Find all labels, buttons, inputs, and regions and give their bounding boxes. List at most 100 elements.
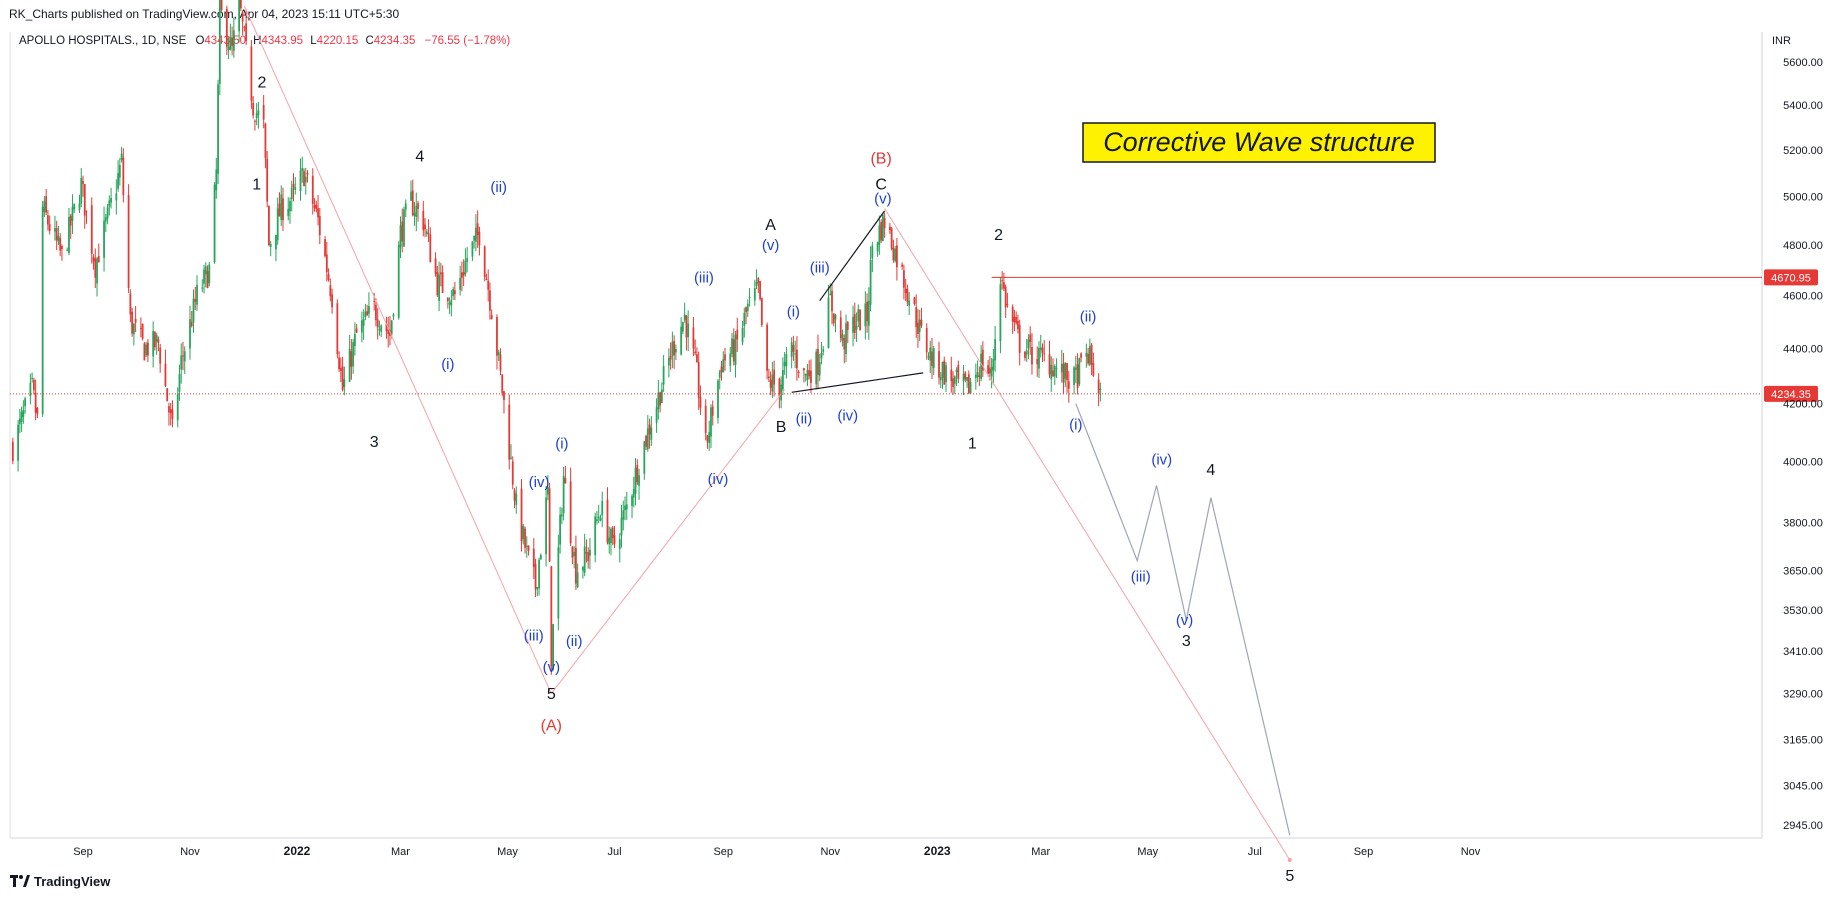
candle-body	[154, 331, 156, 348]
candle-body	[760, 297, 763, 326]
candle-body	[245, 23, 248, 42]
candle-body	[176, 394, 179, 421]
candle-body	[632, 489, 635, 498]
candle-body	[353, 333, 356, 346]
tradingview-footer[interactable]: TradingView	[10, 874, 110, 890]
candle-body	[876, 242, 879, 252]
candle-body	[818, 362, 821, 376]
candle-body	[834, 315, 837, 320]
candle-body	[511, 461, 514, 485]
candle-body	[631, 495, 633, 506]
candle-body	[525, 545, 528, 547]
y-tick-label: 3800.00	[1783, 517, 1823, 529]
candle-body	[896, 245, 898, 268]
candle-body	[399, 225, 402, 248]
candle-body	[343, 379, 346, 387]
candle-body	[1053, 365, 1056, 377]
candle-body	[729, 353, 732, 366]
candle-body	[69, 215, 72, 226]
candlestick-series	[11, 0, 1102, 675]
candle-body	[980, 353, 982, 379]
candle-body	[571, 546, 574, 558]
candle-body	[696, 354, 698, 363]
candle-body	[773, 369, 776, 385]
price-axis[interactable]: 5600.00 5400.00 5200.00 5000.00 4800.00 4600.…	[1783, 57, 1823, 832]
candle-body	[303, 171, 305, 187]
tradingview-logo-icon	[10, 875, 30, 890]
projection-path	[1075, 403, 1291, 836]
candle-body	[708, 432, 711, 444]
time-axis[interactable]: Sep Nov 2022 Mar May Jul Sep Nov 2023 Mar May Jul Se…	[73, 844, 1481, 858]
annotation-box-bg	[1082, 122, 1436, 163]
candle-body	[536, 587, 539, 589]
candle-body	[941, 361, 944, 378]
annotation-text: Corrective Wave structure	[1103, 127, 1415, 157]
wave-label: (iv)	[837, 408, 858, 425]
wave-label: 3	[370, 434, 379, 451]
symbol-legend: APOLLO HOSPITALS., 1D, NSE O4343.50 H434…	[19, 35, 510, 47]
candle-body	[925, 328, 928, 353]
candle-body	[552, 624, 554, 671]
candle-body	[832, 313, 835, 324]
candle-body	[822, 349, 825, 352]
candle-body	[988, 368, 991, 374]
publisher-line: RK_Charts published on TradingView.com, …	[9, 7, 400, 21]
wave-label: (iv)	[708, 471, 729, 488]
candle-body	[464, 260, 467, 275]
x-tick-label: 2023	[924, 844, 951, 858]
candle-body	[204, 266, 207, 275]
y-tick-label: 5200.00	[1783, 145, 1823, 157]
triangle-line	[791, 372, 924, 393]
candle-body	[817, 348, 819, 375]
candle-body	[1074, 367, 1077, 370]
candle-body	[945, 365, 947, 383]
candle-body	[18, 418, 21, 425]
candle-body	[1097, 379, 1100, 394]
candle-body	[766, 324, 768, 371]
candle-body	[757, 278, 760, 284]
candle-body	[829, 293, 832, 296]
candle-body	[364, 311, 367, 318]
y-tick-label: 4800.00	[1783, 240, 1823, 252]
annotation-box[interactable]: Corrective Wave structure	[1082, 122, 1436, 163]
candle-body	[538, 559, 540, 589]
candle-body	[527, 545, 530, 551]
candle-body	[913, 297, 916, 304]
candle-body	[501, 374, 504, 394]
candle-body	[669, 355, 672, 360]
candle-body	[587, 552, 590, 562]
y-tick-label: 3650.00	[1783, 565, 1823, 577]
candle-body	[1060, 363, 1063, 373]
wave-label: (i)	[787, 303, 800, 320]
candle-body	[438, 274, 440, 301]
currency-label: INR	[1772, 35, 1791, 47]
candle-body	[732, 339, 735, 362]
candle-body	[450, 300, 453, 306]
candle-body	[938, 351, 940, 378]
candle-body	[601, 500, 604, 516]
candle-body	[827, 297, 830, 349]
x-tick-label: Nov	[180, 846, 200, 858]
candle-body	[662, 366, 665, 385]
candle-body	[953, 376, 956, 384]
candle-body	[220, 0, 223, 11]
candle-body	[894, 248, 897, 262]
candle-body	[1048, 354, 1051, 375]
candle-body	[731, 338, 733, 355]
candle-body	[117, 173, 119, 189]
candle-body	[1085, 352, 1088, 357]
candle-body	[955, 369, 958, 373]
candle-body	[534, 563, 537, 590]
candle-body	[48, 224, 51, 232]
candle-body	[36, 407, 39, 415]
candle-body	[476, 223, 479, 235]
candle-body	[182, 355, 184, 357]
projection-endpoint-dot	[1287, 857, 1292, 862]
candle-body	[808, 370, 811, 377]
x-tick-label: Mar	[1031, 846, 1050, 858]
candle-body	[864, 303, 867, 327]
candle-body	[694, 351, 697, 354]
candle-body	[317, 208, 319, 218]
candle-body	[1066, 363, 1068, 381]
